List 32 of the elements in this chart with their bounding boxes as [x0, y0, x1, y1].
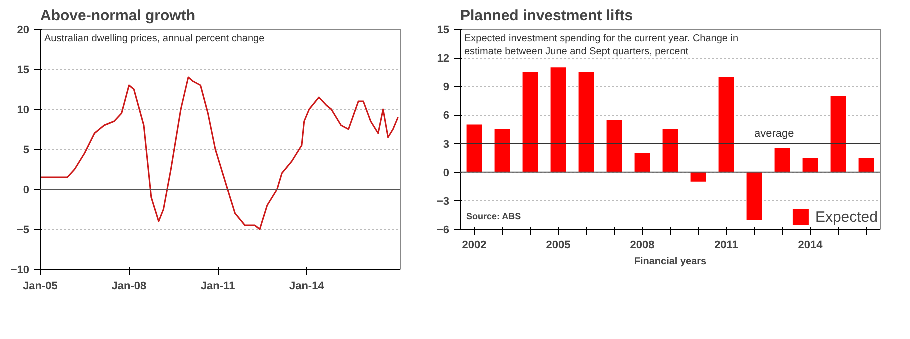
chart-title: Planned investment lifts	[460, 8, 634, 24]
text: Expected investment spending for the current year. Change in estimate between June and Sept quarters, percent	[464, 34, 739, 58]
ref-line-label: average	[754, 128, 794, 140]
x-tick-label: 2014	[798, 240, 824, 252]
x-tick-label: Jan-14	[289, 280, 326, 292]
x-tick-label: 2011	[714, 240, 738, 252]
chart-subtitle: Australian dwelling prices, annual percent change	[44, 34, 266, 44]
annotation: Source: ABS	[466, 212, 522, 222]
x-tick-label: Jan-11	[200, 280, 236, 292]
x-tick-label: 2005	[546, 240, 571, 252]
y-tick-label: 3	[443, 138, 450, 151]
chart-title: Above-normal growth	[40, 8, 196, 24]
y-tick-label: 20	[17, 24, 30, 36]
x-tick-label: 2002	[462, 240, 487, 252]
y-tick-label: 10	[17, 104, 30, 116]
y-tick-label: −5	[16, 224, 30, 236]
y-tick-label: 15	[17, 64, 30, 76]
y-tick-label: 9	[443, 82, 450, 94]
x-tick-label: Jan-05	[23, 280, 58, 292]
y-tick-label: 6	[443, 110, 450, 122]
x-tick-label: Jan-08	[112, 280, 147, 292]
y-tick-label: −10	[10, 264, 30, 276]
x-axis-title: Financial years	[634, 256, 708, 268]
y-tick-label: 0	[23, 184, 30, 196]
y-tick-label: 5	[23, 144, 30, 156]
y-tick-label: 12	[437, 53, 450, 66]
y-tick-label: 15	[437, 24, 450, 36]
y-tick-label: −3	[436, 196, 450, 208]
legend-label: Expected	[815, 208, 878, 226]
y-tick-label: 0	[443, 167, 450, 180]
x-tick-label: 2008	[630, 240, 655, 252]
y-tick-label: −6	[436, 224, 450, 236]
